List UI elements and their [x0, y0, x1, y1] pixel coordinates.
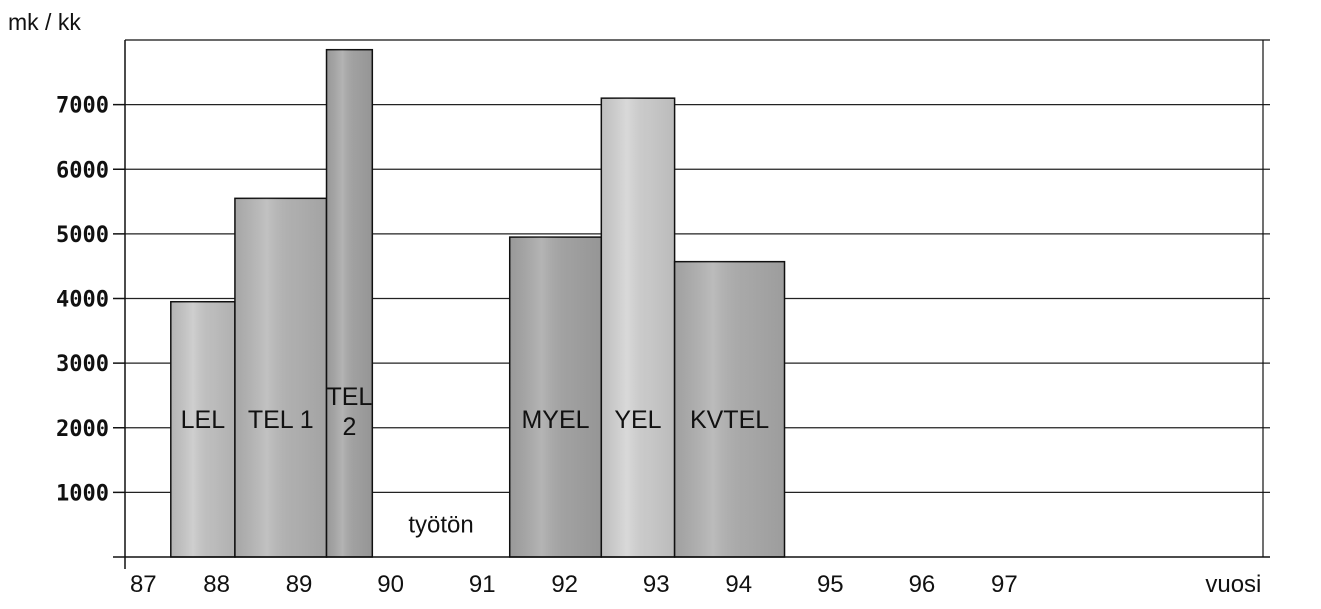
- x-tick-labels: 87 88 89 90 91 92 93 94 95 96 97 vuosi: [130, 571, 1261, 598]
- annotations: työtön: [408, 512, 473, 539]
- x-tick-label: 91: [469, 571, 496, 598]
- bar-labels: LEL TEL 1 TEL 2 MYEL YEL KVTEL: [181, 383, 770, 441]
- x-tick-label: 87: [130, 571, 157, 598]
- bar-label: KVTEL: [690, 406, 769, 434]
- x-tick-label: 89: [286, 571, 313, 598]
- y-axis-label-text: mk / kk: [8, 9, 81, 35]
- x-tick-label: vuosi: [1205, 571, 1261, 598]
- bar-shading: [509, 237, 602, 557]
- x-tick-label: 95: [817, 571, 844, 598]
- x-tick-label: 88: [203, 571, 230, 598]
- y-tick-label: 6000: [56, 158, 109, 183]
- y-tick-label: 1000: [56, 481, 109, 506]
- bar-label: MYEL: [521, 406, 589, 434]
- bar-shading: [601, 98, 675, 557]
- x-tick-label: 97: [991, 571, 1018, 598]
- y-tick-label: 5000: [56, 223, 109, 248]
- bar-shading: [326, 49, 373, 557]
- y-tick-label: 2000: [56, 417, 109, 442]
- y-axis-label: mk / kk: [8, 9, 81, 35]
- bar-shading: [674, 261, 785, 557]
- annotation: työtön: [408, 512, 473, 539]
- x-tick-label: 94: [725, 571, 752, 598]
- x-tick-label: 90: [377, 571, 404, 598]
- y-tick-label: 4000: [56, 288, 109, 313]
- y-tick-labels: 1000 2000 3000 4000 5000 6000 7000: [56, 94, 109, 507]
- bar-label: TEL 1: [248, 406, 314, 434]
- x-tick-label: 93: [643, 571, 670, 598]
- axes: [113, 39, 1270, 569]
- y-tick-label: 7000: [56, 94, 109, 119]
- bar-label: YEL: [614, 406, 661, 434]
- bar-label: LEL: [181, 406, 226, 434]
- bar-shading: [170, 301, 235, 557]
- x-tick-label: 96: [909, 571, 936, 598]
- x-tick-label: 92: [551, 571, 578, 598]
- bars: [170, 48, 786, 558]
- bar-label: TEL 2: [326, 383, 372, 441]
- bar-shading: [234, 198, 327, 558]
- y-tick-label: 3000: [56, 352, 109, 377]
